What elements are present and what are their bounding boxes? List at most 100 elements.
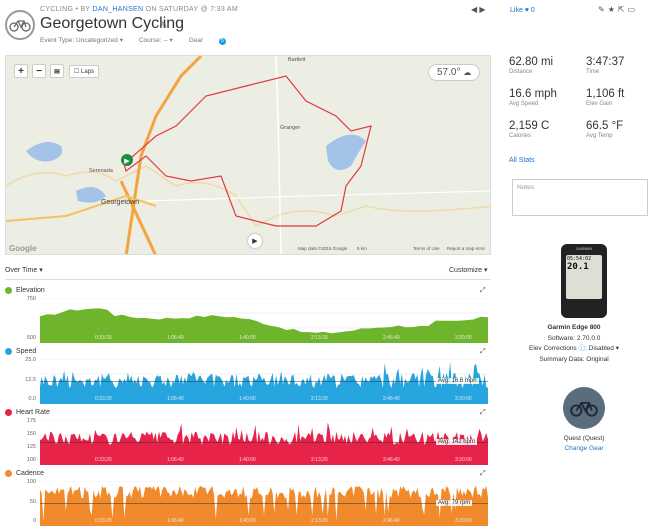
chart-label-elevation[interactable]: Elevation	[5, 287, 45, 294]
chart-plot-heart-rate[interactable]: 0:33:20 1:06:40 1:40:00 2:13:20 2:46:40 3:20:…	[40, 420, 488, 465]
summary-data: Summary Data: Original	[539, 355, 609, 363]
series-color-dot	[5, 470, 12, 477]
device-info: Garmin Edge 800 Software: 2.70.0.0 Elev …	[500, 323, 648, 365]
over-time-dropdown[interactable]: Over Time ▾	[5, 267, 43, 274]
customize-dropdown[interactable]: Customize ▾	[449, 267, 488, 274]
chart-label-speed[interactable]: Speed	[5, 348, 36, 355]
like-count: 0	[530, 7, 535, 14]
help-icon[interactable]: ⓘ	[578, 345, 586, 352]
series-area	[40, 485, 488, 526]
x-axis-tick: 1:06:40	[167, 335, 184, 341]
x-axis-tick: 3:20:00	[455, 396, 472, 402]
star-icon[interactable]: ★	[607, 5, 618, 14]
prev-next-arrows[interactable]: ◀ ▶	[471, 5, 486, 14]
activity-date: ON SATURDAY @ 7:33 AM	[145, 6, 239, 13]
map-report-link[interactable]: Report a map error	[447, 246, 486, 251]
like-button[interactable]: Like ♥ 0	[510, 7, 535, 14]
x-axis-tick: 1:40:00	[239, 396, 256, 402]
zoom-out-button[interactable]: −	[32, 64, 46, 78]
layers-icon[interactable]: ≋	[50, 64, 64, 78]
x-axis-tick: 0:33:20	[95, 457, 112, 463]
y-axis-tick: 50	[29, 498, 36, 505]
map-canvas: ▶	[6, 56, 490, 254]
x-axis-tick: 3:20:00	[455, 518, 472, 524]
map-place-georgetown: Georgetown	[101, 199, 140, 206]
course-select[interactable]: Course: -- ▾	[138, 37, 173, 44]
x-axis-tick: 2:13:20	[311, 396, 328, 402]
activity-breadcrumb: CYCLING • BY DAN_HANSEN ON SATURDAY @ 7:…	[40, 6, 238, 13]
device-software: Software: 2.70.0.0	[547, 334, 601, 342]
x-axis-tick: 1:06:40	[167, 396, 184, 402]
series-color-dot	[5, 348, 12, 355]
x-axis-tick: 1:40:00	[239, 457, 256, 463]
series-area	[40, 422, 488, 465]
x-axis-tick: 0:33:20	[95, 518, 112, 524]
map-attribution: Map data ©2015 Google	[298, 246, 348, 251]
all-stats-link[interactable]: All Stats	[509, 157, 535, 164]
gear-label[interactable]: Gear 5	[189, 37, 240, 45]
chart-label-cadence[interactable]: Cadence	[5, 470, 44, 477]
share-icon[interactable]: ▭	[627, 5, 639, 14]
zoom-in-button[interactable]: +	[14, 64, 28, 78]
notes-field[interactable]: Notes	[512, 179, 648, 216]
device-name: Garmin Edge 800	[547, 324, 601, 331]
x-axis-tick: 1:06:40	[167, 457, 184, 463]
device-brand: GARMIN	[576, 246, 592, 251]
average-label: Avg: 79 rpm	[436, 499, 473, 506]
map-terms-link[interactable]: Terms of Use	[413, 246, 440, 251]
expand-chart-icon[interactable]: ⤢	[480, 287, 486, 294]
x-axis-tick: 2:46:40	[383, 335, 400, 341]
x-axis-tick: 3:20:00	[455, 457, 472, 463]
gear-count-badge: 5	[218, 38, 226, 45]
route-map[interactable]: ▶ Bartlett Granger Serenada Georgetown +…	[5, 55, 491, 255]
y-axis-tick: 500	[26, 335, 36, 341]
activity-type-icon	[5, 10, 35, 40]
x-axis-tick: 2:46:40	[383, 457, 400, 463]
device-screen-time: 05:54:02	[567, 256, 592, 262]
weather-badge: 57.0° ☁	[428, 64, 481, 81]
change-gear-link[interactable]: Change Gear	[564, 445, 604, 452]
play-route-button[interactable]: ▶	[248, 234, 262, 248]
x-axis-tick: 1:06:40	[167, 518, 184, 524]
activity-meta: Event Type: Uncategorized ▾ Course: -- ▾…	[40, 36, 254, 45]
x-axis-tick: 0:33:20	[95, 335, 112, 341]
activity-type-link[interactable]: CYCLING	[40, 6, 74, 13]
x-axis-tick: 2:13:20	[311, 518, 328, 524]
temperature-value: 57.0°	[437, 67, 461, 78]
stat-time: 3:47:37 Time	[586, 56, 625, 75]
map-place-serenada: Serenada	[89, 168, 113, 174]
stat-avg-speed: 16.6 mph Avg Speed	[509, 88, 557, 107]
y-axis-tick: 25.0	[25, 357, 36, 363]
chart-title: Cadence	[16, 470, 45, 477]
heart-icon: ♥	[524, 7, 529, 14]
expand-chart-icon[interactable]: ⤢	[480, 409, 486, 416]
chart-title: Speed	[16, 348, 37, 355]
x-axis-tick: 2:13:20	[311, 335, 328, 341]
edit-title-icon[interactable]: ✎	[160, 20, 168, 30]
stat-avg-temp: 66.5 °F Avg Temp	[586, 120, 624, 139]
chart-plot-speed[interactable]: 0:33:20 1:06:40 1:40:00 2:13:20 2:46:40 3:20:…	[40, 359, 488, 404]
y-axis-tick: 100	[26, 479, 36, 485]
map-place-bartlett: Bartlett	[288, 57, 306, 63]
chart-plot-cadence[interactable]: 0:33:20 1:06:40 1:40:00 2:13:20 2:46:40 3:20:…	[40, 481, 488, 526]
chart-label-heart-rate[interactable]: Heart Rate	[5, 409, 50, 416]
edit-icon[interactable]: ✎	[598, 5, 608, 14]
average-label: Avg: 16.6 mph	[436, 377, 479, 384]
x-axis-tick: 2:13:20	[311, 457, 328, 463]
expand-chart-icon[interactable]: ⤢	[480, 348, 486, 355]
chart-plot-elevation[interactable]: 0:33:20 1:06:40 1:40:00 2:13:20 2:46:40 3:20:…	[40, 298, 488, 343]
svg-text:▶: ▶	[124, 158, 130, 165]
x-axis-tick: 0:33:20	[95, 396, 112, 402]
export-icon[interactable]: ⇱	[617, 5, 628, 14]
event-type-select[interactable]: Event Type: Uncategorized ▾	[40, 37, 123, 44]
stat-calories: 2,159 C Calories	[509, 120, 550, 139]
username-link[interactable]: DAN_HANSEN	[92, 6, 144, 13]
series-area	[40, 308, 488, 343]
chart-title: Elevation	[16, 287, 45, 294]
expand-chart-icon[interactable]: ⤢	[480, 470, 486, 477]
x-axis-tick: 3:20:00	[455, 335, 472, 341]
gear-bike-icon	[563, 387, 605, 429]
laps-toggle[interactable]: ☐ Laps	[69, 65, 100, 78]
x-axis-tick: 2:46:40	[383, 518, 400, 524]
elev-corrections-select[interactable]: Disabled ▾	[588, 345, 619, 352]
